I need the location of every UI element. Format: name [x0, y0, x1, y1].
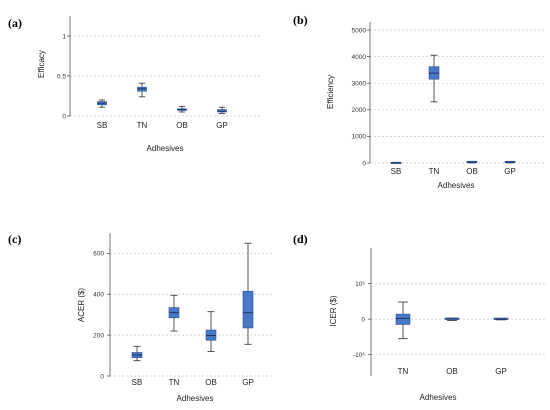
y-tick-label: 200 [93, 332, 104, 339]
category-label-sb: SB [391, 167, 402, 176]
y-tick-label: 0 [100, 373, 104, 380]
y-tick-label: 0 [362, 160, 366, 167]
y-axis-title: Efficacy [37, 50, 46, 78]
x-axis-title: Adhesives [438, 181, 475, 190]
panel-label-b: (b) [293, 13, 308, 27]
panel-label-c: (c) [8, 232, 21, 246]
y-tick-label: 0 [361, 316, 365, 323]
box-gp [242, 290, 254, 329]
x-axis-title: Adhesives [177, 394, 214, 403]
y-tick-label: 3000 [352, 80, 367, 87]
category-label-gp: GP [242, 378, 254, 387]
y-axis-title: ICER ($) [329, 295, 338, 326]
category-label-ob: OB [176, 121, 188, 130]
category-label-ob: OB [466, 167, 478, 176]
y-axis-title: ACER ($) [77, 288, 86, 323]
y-tick-label: 1 [62, 33, 66, 40]
category-label-gp: GP [216, 121, 228, 130]
panel-b: (b) 0 1000 2000 3000 4000 5000 Efficiency Adhesi… [293, 13, 545, 190]
y-tick-label: -10⁶ [353, 352, 365, 359]
category-label-tn: TN [429, 167, 440, 176]
category-label-gp: GP [495, 367, 507, 376]
x-axis-title: Adhesives [420, 393, 457, 402]
y-tick-label: 4000 [352, 54, 367, 61]
panel-a: (a) 0 0.5 1 Efficacy Adhesives SB TN OB GP [8, 16, 262, 153]
y-tick-label: 0.5 [57, 73, 66, 80]
panel-label-a: (a) [8, 16, 22, 30]
x-axis-title: Adhesives [147, 144, 184, 153]
category-label-tn: TN [398, 367, 409, 376]
y-tick-label: 400 [93, 292, 104, 299]
y-tick-label: 0 [62, 113, 66, 120]
category-label-tn: TN [169, 378, 180, 387]
y-tick-label: 5000 [352, 27, 367, 34]
y-tick-label: 600 [93, 251, 104, 258]
y-axis-title: Efficiency [326, 75, 335, 109]
panel-label-d: (d) [293, 232, 308, 246]
y-tick-label: 2000 [352, 107, 367, 114]
y-tick-label: 10⁶ [355, 281, 365, 288]
panel-c: (c) 0 200 400 600 ACER ($) Adhesives SB TN OB GP [8, 232, 272, 403]
category-label-sb: SB [132, 378, 143, 387]
category-label-ob: OB [446, 367, 458, 376]
y-tick-label: 1000 [352, 134, 367, 141]
category-label-tn: TN [137, 121, 148, 130]
category-label-gp: GP [504, 167, 516, 176]
box-tn [395, 313, 411, 325]
category-label-sb: SB [97, 121, 108, 130]
panel-d: (d) -10⁶ 0 10⁶ ICER ($) Adhesives TN OB GP [293, 232, 545, 402]
category-label-ob: OB [205, 378, 217, 387]
